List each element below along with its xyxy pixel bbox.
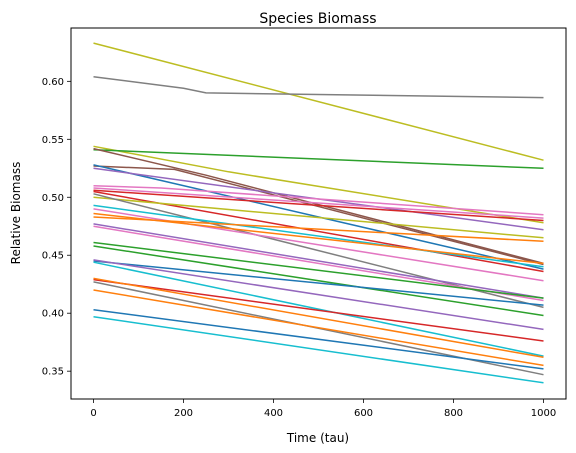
- series-line-9: [93, 184, 544, 216]
- y-tick-label: 0.45: [42, 251, 64, 262]
- series-line-22: [93, 245, 544, 317]
- series-line-1: [93, 42, 544, 161]
- y-axis-label: Relative Biomass: [9, 162, 23, 265]
- series-line-10: [93, 189, 544, 222]
- x-tick-label: 200: [174, 408, 193, 419]
- series-line-15: [93, 204, 544, 268]
- series-line-17: [93, 216, 544, 243]
- x-axis: 0 200 400 600 800 1000: [90, 399, 556, 419]
- y-tick-label: 0.35: [42, 367, 64, 378]
- series-group: [93, 42, 544, 384]
- y-axis: 0.35 0.40 0.45 0.50 0.55 0.60: [42, 77, 71, 378]
- y-tick-label: 0.40: [42, 309, 64, 320]
- series-line-2: [93, 75, 544, 99]
- series-line-26: [93, 278, 544, 342]
- x-tick-label: 400: [264, 408, 283, 419]
- series-line-29: [93, 289, 544, 367]
- series-line-23: [93, 260, 544, 306]
- series-line-11: [93, 187, 544, 219]
- series-line-5: [93, 147, 544, 265]
- series-line-12: [93, 190, 544, 273]
- series-line-21: [93, 241, 544, 299]
- x-axis-label: Time (tau): [286, 431, 349, 445]
- x-tick-label: 0: [90, 408, 96, 419]
- series-line-30: [93, 308, 544, 370]
- series-line-3: [93, 145, 544, 224]
- y-tick-label: 0.50: [42, 193, 64, 204]
- series-line-27: [93, 277, 544, 359]
- y-tick-label: 0.55: [42, 135, 64, 146]
- plot-frame: [70, 27, 567, 400]
- series-line-4: [93, 148, 544, 170]
- series-line-24: [93, 261, 544, 357]
- y-tick-label: 0.60: [42, 77, 64, 88]
- series-line-19: [93, 223, 544, 299]
- chart-title: Species Biomass: [259, 11, 376, 27]
- series-line-6: [93, 165, 544, 266]
- x-tick-label: 1000: [531, 408, 556, 419]
- series-line-18: [93, 212, 544, 265]
- series-line-25: [93, 259, 544, 331]
- series-line-13: [93, 196, 544, 239]
- x-tick-label: 600: [354, 408, 373, 419]
- series-line-31: [93, 315, 544, 384]
- x-tick-label: 800: [444, 408, 463, 419]
